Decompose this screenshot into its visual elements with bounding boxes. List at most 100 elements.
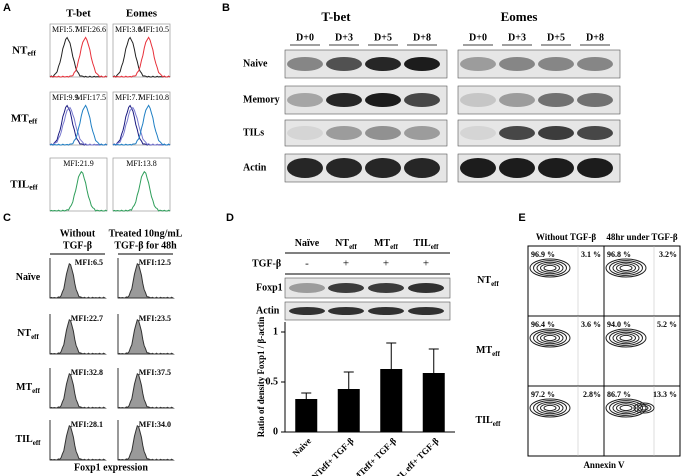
- x-axis-label: Foxp1 expression: [74, 462, 148, 473]
- column-header: Without TGF-β: [536, 232, 596, 242]
- row-label: MTeff: [11, 112, 38, 125]
- lane-header: D+0: [296, 32, 314, 43]
- histogram: [117, 424, 175, 461]
- quadrant-label: 96.4 %: [531, 320, 555, 329]
- treatment-sign: +: [423, 258, 429, 270]
- row-label: NTeff: [12, 44, 36, 57]
- mfi-label: MFI:17.5: [76, 93, 106, 102]
- error-bar: [343, 371, 354, 389]
- row-label: NTeff: [17, 328, 39, 340]
- mfi-label: MFI:10.8: [139, 93, 169, 102]
- lane-header: D+8: [413, 32, 431, 43]
- row-label: NTeff: [477, 275, 499, 287]
- contour: [536, 331, 564, 345]
- histogram: [117, 318, 175, 355]
- lane-header: Naïve: [295, 238, 320, 249]
- y-axis-label: Ratio of density Foxp1 / β-actin: [256, 317, 266, 438]
- mfi-label: MFI:6.5: [75, 258, 103, 267]
- treatment-sign: +: [383, 258, 389, 270]
- label-subscript: eff: [29, 182, 38, 191]
- histogram: [112, 36, 171, 78]
- label-subscript: eff: [493, 420, 501, 428]
- blot: [284, 277, 451, 299]
- contour: [529, 258, 571, 278]
- band: [289, 307, 325, 315]
- lane-header: D+3: [335, 32, 353, 43]
- row-label: TILeff: [15, 434, 41, 446]
- label-main: NT: [477, 275, 491, 286]
- contour: [616, 403, 636, 413]
- label-main: TIL: [15, 434, 33, 445]
- label-subscript: eff: [390, 243, 398, 251]
- blot: [457, 49, 621, 79]
- panel-letter: E: [518, 212, 525, 224]
- histogram: [49, 262, 107, 299]
- band: [326, 126, 362, 140]
- mfi-label: MFI:5.7: [52, 25, 78, 34]
- label-main: MT: [476, 345, 492, 356]
- row-label: Foxp1: [256, 282, 283, 293]
- column-header: 48hr under TGF-β: [606, 232, 678, 242]
- quadrant-label: 97.2 %: [531, 390, 555, 399]
- band: [328, 283, 364, 293]
- contour: [536, 401, 564, 415]
- bar: [337, 389, 360, 432]
- mfi-label: MFI:34.0: [139, 420, 171, 429]
- band: [404, 93, 440, 107]
- label-main: Naïve: [16, 272, 41, 283]
- band: [577, 158, 613, 178]
- contour: [612, 401, 640, 415]
- plot-frame: [112, 157, 171, 212]
- panel-letter: B: [222, 2, 230, 14]
- label-subscript: eff: [431, 243, 439, 251]
- band: [287, 158, 323, 178]
- contour: [616, 263, 636, 273]
- row-label: Memory: [243, 94, 280, 105]
- x-tick-label: NTeff+ TGF-β: [310, 436, 356, 476]
- mfi-label: MFI:26.6: [76, 25, 106, 34]
- lane-header: D+0: [469, 32, 487, 43]
- band: [538, 158, 574, 178]
- treatment-sign: -: [305, 258, 309, 270]
- mfi-label: MFI:32.8: [71, 368, 103, 377]
- contour: [543, 264, 557, 272]
- quadrant-label: 86.7 %: [607, 390, 631, 399]
- histogram: [49, 106, 108, 146]
- band: [460, 57, 496, 71]
- treatment-sign: +: [343, 258, 349, 270]
- band: [287, 93, 323, 107]
- bar: [295, 399, 318, 432]
- contour: [619, 404, 633, 412]
- contour: [533, 260, 567, 276]
- x-axis-label: Annexin V: [583, 460, 625, 470]
- contour: [609, 260, 643, 276]
- contour: [609, 330, 643, 346]
- band: [499, 158, 535, 178]
- panel-letter: C: [3, 212, 11, 224]
- row-label: Naive: [243, 58, 268, 69]
- x-tick-label: MTeff+ TGF-β: [351, 436, 399, 476]
- contour: [605, 328, 647, 348]
- lane-header: TILeff: [413, 238, 439, 250]
- column-header: Without: [60, 228, 96, 239]
- column-header: Eomes: [126, 8, 158, 20]
- bar: [380, 369, 403, 432]
- plot-frame: [112, 23, 171, 78]
- error-bar: [386, 342, 397, 369]
- contour: [529, 328, 571, 348]
- contour: [609, 400, 643, 416]
- histogram: [49, 104, 108, 146]
- mfi-label: MFI:12.5: [139, 258, 171, 267]
- quadrant-label: 3.6 %: [581, 320, 601, 329]
- treatment-label: TGF-β: [252, 258, 281, 269]
- contour: [543, 404, 557, 412]
- label-subscript: eff: [492, 350, 500, 358]
- histogram: [112, 104, 171, 146]
- row-label: MTeff: [476, 345, 501, 357]
- row-label: TILs: [243, 127, 264, 138]
- mfi-label: MFI:10.5: [139, 25, 169, 34]
- band: [404, 158, 440, 178]
- band: [499, 126, 535, 140]
- band: [538, 93, 574, 107]
- contour: [529, 398, 571, 418]
